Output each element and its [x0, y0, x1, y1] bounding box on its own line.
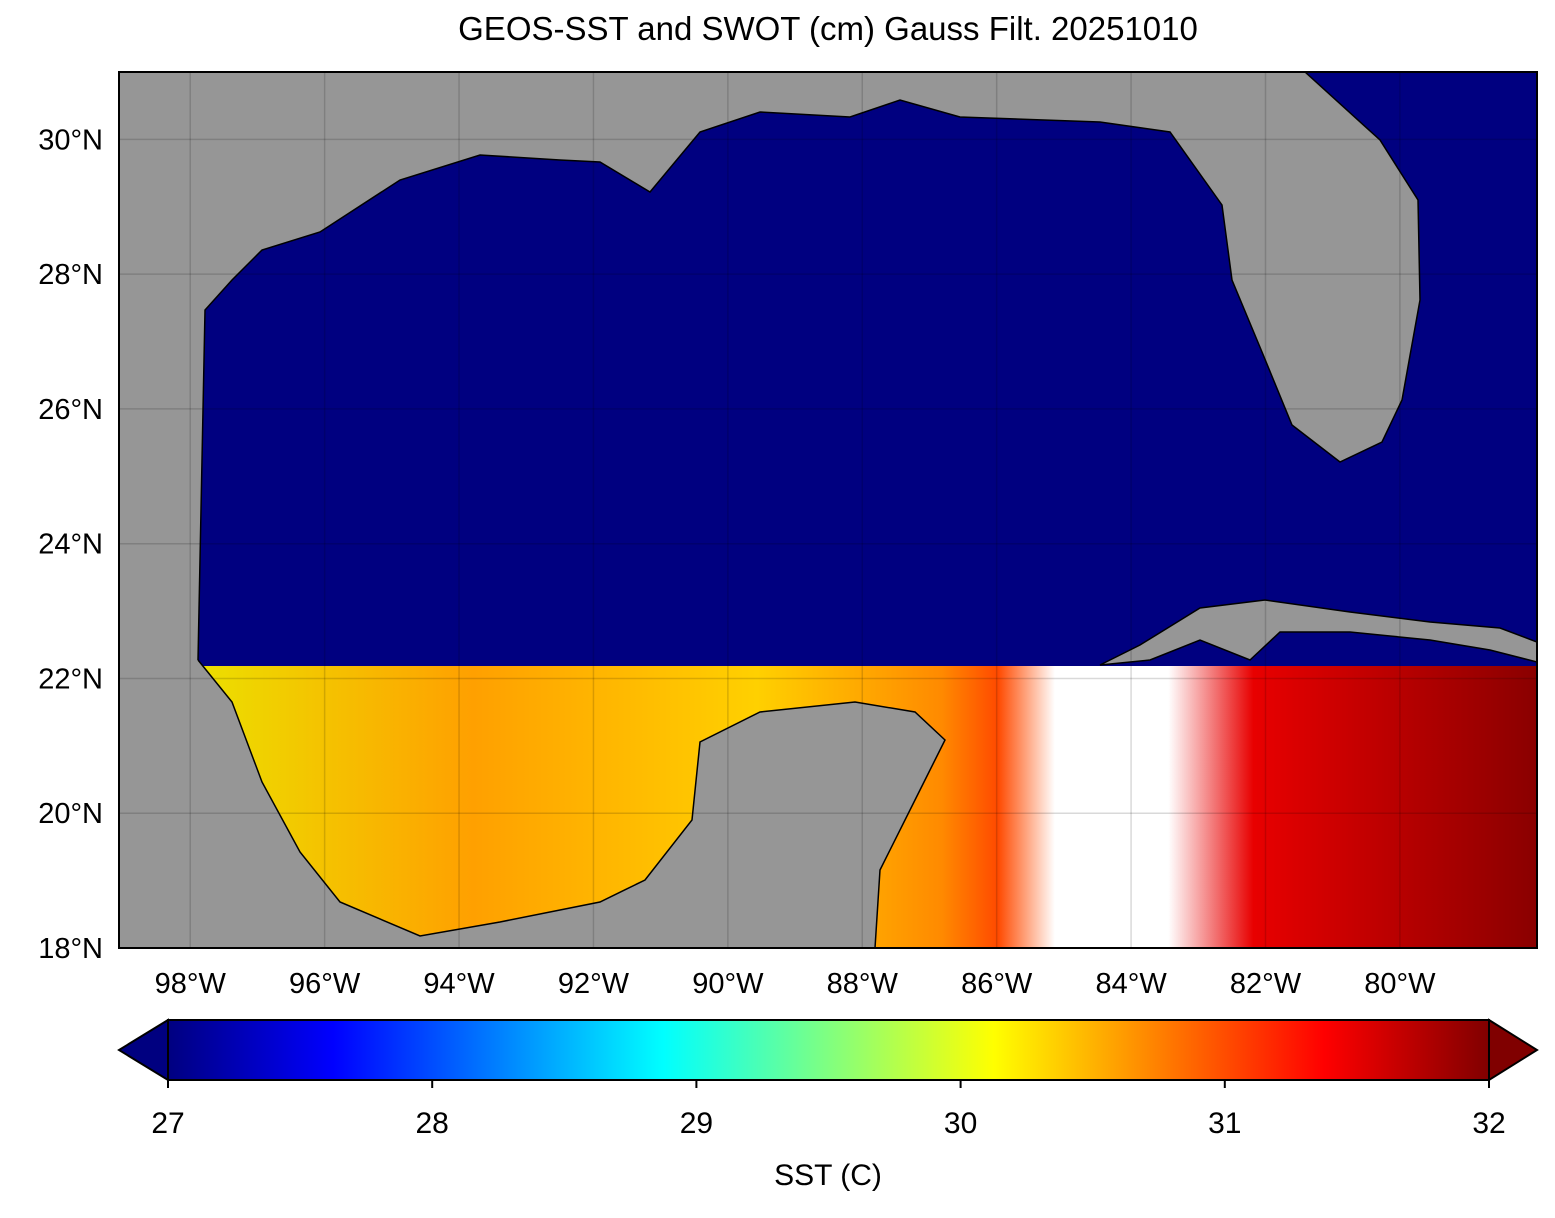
- y-tick-label: 26°N: [38, 394, 103, 426]
- x-tick-label: 96°W: [289, 968, 361, 1000]
- colorbar-tick-label: 29: [680, 1107, 713, 1140]
- x-tick-label: 82°W: [1230, 968, 1302, 1000]
- map-area: [119, 72, 1537, 948]
- colorbar-tick-label: 30: [944, 1107, 977, 1140]
- chart-title: GEOS-SST and SWOT (cm) Gauss Filt. 20251…: [458, 10, 1198, 47]
- y-tick-label: 28°N: [38, 259, 103, 291]
- cuba: [1099, 599, 1537, 666]
- colorbar-tick-label: 31: [1208, 1107, 1241, 1140]
- colorbar-body: [167, 1019, 1490, 1081]
- colorbar-tick-label: 27: [151, 1107, 184, 1140]
- colorbar-label: SST (C): [774, 1159, 882, 1192]
- coastline: [197, 72, 1421, 661]
- x-tick-label: 80°W: [1364, 968, 1436, 1000]
- y-tick-label: 24°N: [38, 529, 103, 561]
- x-tick-label: 94°W: [423, 968, 495, 1000]
- x-tick-label: 88°W: [827, 968, 899, 1000]
- map-frame: [118, 71, 1538, 949]
- y-tick-label: 20°N: [38, 798, 103, 830]
- colorbar-extend-high: [1488, 1018, 1539, 1082]
- y-tick-label: 22°N: [38, 663, 103, 695]
- x-tick-label: 90°W: [692, 968, 764, 1000]
- x-tick-label: 84°W: [1095, 968, 1167, 1000]
- x-tick-label: 86°W: [961, 968, 1033, 1000]
- x-tick-label: 98°W: [155, 968, 227, 1000]
- colorbar-tick-label: 32: [1472, 1107, 1505, 1140]
- y-tick-label: 18°N: [38, 933, 103, 965]
- colorbar-extend-low: [117, 1018, 169, 1082]
- coastline: [197, 659, 946, 948]
- y-tick-label: 30°N: [38, 124, 103, 156]
- colorbar: 27 28 29 30 31 32 SST (C): [117, 1018, 1539, 1192]
- x-tick-label: 92°W: [558, 968, 630, 1000]
- colorbar-tick-label: 28: [416, 1107, 449, 1140]
